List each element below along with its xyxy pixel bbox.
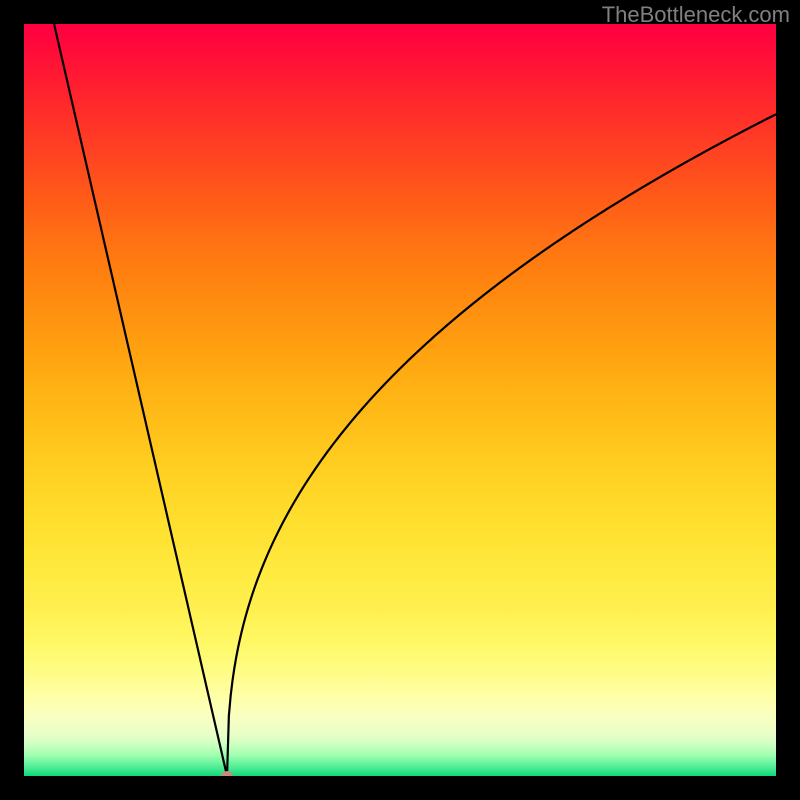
watermark-text: TheBottleneck.com bbox=[602, 2, 790, 28]
plot-area bbox=[24, 24, 776, 776]
gradient-background bbox=[24, 24, 776, 776]
chart-container: TheBottleneck.com bbox=[0, 0, 800, 800]
